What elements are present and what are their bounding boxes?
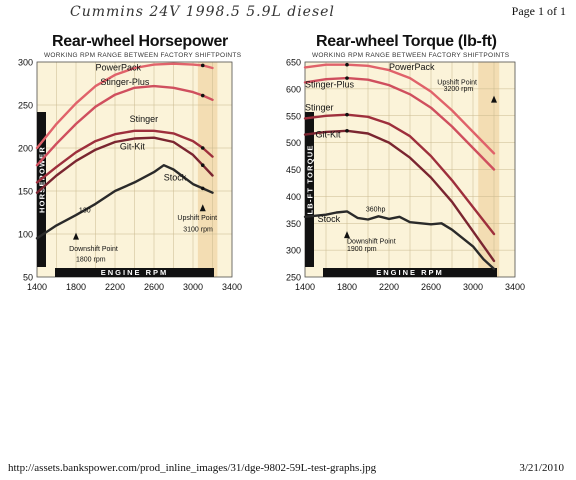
hp-ytick-label: 200: [18, 144, 33, 154]
hp-ytick-label: 100: [18, 230, 33, 240]
hp-series-stinger: [35, 129, 214, 184]
tq-series-label-stinger: Stinger: [305, 102, 334, 112]
tq-annotation: Downshift Point: [347, 239, 396, 246]
tq-ytick-label: 600: [286, 84, 301, 94]
torque-chart-subtitle: WORKING RPM RANGE BETWEEN FACTORY SHIFTP…: [312, 52, 510, 59]
tq-arrow-marker: [344, 231, 350, 239]
tq-ylabel: LB-FT TORQUE: [306, 144, 315, 214]
hp-ytick-label: 150: [18, 187, 33, 197]
tq-xtick-label: 1800: [337, 282, 357, 292]
tq-xtick-label: 3000: [463, 282, 483, 292]
hp-ytick-label: 50: [23, 273, 33, 283]
hp-shiftpoint-marker: [200, 93, 205, 98]
tq-series-stinger: [303, 113, 496, 236]
tq-xlabel: ENGINE RPM: [376, 268, 444, 277]
torque-chart-title: Rear-wheel Torque (lb-ft): [316, 33, 497, 50]
tq-annotation: 1900 rpm: [347, 246, 377, 253]
hp-shiftpoint-marker: [200, 163, 205, 167]
handwritten-note: Cummins 24V 1998.5 5.9L diesel: [70, 4, 335, 20]
tq-xtick-label: 2600: [421, 282, 441, 292]
tq-annotation: 360hp: [366, 206, 386, 213]
tq-series-label-stock: Stock: [318, 214, 341, 224]
tq-shiftpoint-marker: [345, 62, 349, 67]
hp-annotation: 130: [79, 208, 91, 215]
hp-ytick-label: 300: [18, 58, 33, 68]
tq-xtick-label: 2200: [379, 282, 399, 292]
hp-ytick-label: 250: [18, 101, 33, 111]
hp-xtick-label: 1800: [66, 282, 86, 292]
hp-series-label-stinger_plus: Stinger-Plus: [100, 77, 150, 87]
footer-date: 3/21/2010: [519, 462, 564, 474]
hp-series-label-powerpack: PowerPack: [96, 63, 142, 73]
hp-chart-subtitle: WORKING RPM RANGE BETWEEN FACTORY SHIFTP…: [44, 52, 242, 59]
hp-annotation: Downshift Point: [69, 246, 118, 253]
tq-series-label-powerpack: PowerPack: [389, 62, 435, 72]
tq-arrow-marker: [491, 95, 497, 103]
tq-ytick-label: 400: [286, 192, 301, 202]
footer-url: http://assets.bankspower.com/prod_inline…: [8, 462, 377, 474]
tq-series-label-stinger_plus: Stinger-Plus: [305, 79, 355, 89]
hp-arrow-marker: [73, 232, 79, 240]
hp-arrow-marker: [199, 204, 206, 212]
page-number: Page 1 of 1: [511, 4, 566, 18]
tq-ytick-label: 450: [286, 165, 301, 175]
hp-xlabel-bar: [55, 268, 214, 277]
hp-xtick-label: 3000: [183, 282, 203, 292]
tq-ytick-label: 300: [286, 246, 301, 256]
hp-chart-title: Rear-wheel Horsepower: [52, 33, 228, 50]
tq-shiftpoint-marker: [345, 112, 349, 117]
hp-annotation: 1800 rpm: [76, 257, 106, 264]
hp-series-stock: [35, 164, 214, 240]
hp-xtick-label: 1400: [27, 282, 47, 292]
hp-xlabel: ENGINE RPM: [101, 268, 169, 277]
hp-annotation: Upshift Point: [177, 215, 217, 222]
tq-series-powerpack: [303, 63, 496, 155]
tq-ylabel-bar: [305, 112, 314, 267]
hp-xtick-label: 3400: [222, 282, 242, 292]
tq-series-label-gitkit: Git-Kit: [316, 129, 342, 139]
hp-series-powerpack: [35, 62, 214, 150]
tq-ytick-label: 650: [286, 58, 301, 68]
tq-ytick-label: 550: [286, 111, 301, 121]
tq-xtick-label: 3400: [505, 282, 525, 292]
hp-xtick-label: 2200: [105, 282, 125, 292]
tq-annotation: Upshift Point: [437, 80, 477, 87]
hp-series-label-stinger: Stinger: [130, 114, 159, 124]
tq-shiftpoint-marker: [345, 76, 349, 80]
hp-series-label-stock: Stock: [164, 173, 187, 183]
tq-series-gitkit: [303, 129, 496, 263]
tq-series-stock: [303, 210, 496, 271]
tq-ytick-label: 250: [286, 273, 301, 283]
hp-series-label-gitkit: Git-Kit: [120, 142, 146, 152]
tq-xtick-label: 1400: [295, 282, 315, 292]
hp-xtick-label: 2600: [144, 282, 164, 292]
tq-shiftpoint-marker: [345, 129, 349, 133]
hp-shiftpoint-marker: [200, 63, 205, 68]
tq-ytick-label: 500: [286, 138, 301, 148]
hp-series-gitkit: [35, 136, 214, 194]
tq-annotation: 3200 rpm: [444, 86, 474, 93]
hp-series-stinger_plus: [35, 84, 214, 167]
hp-shiftpoint-marker: [200, 146, 205, 150]
tq-series-stinger_plus: [303, 76, 496, 171]
hp-shiftpoint-marker: [200, 186, 205, 191]
hp-annotation: 3100 rpm: [183, 226, 213, 233]
tq-xlabel-bar: [323, 268, 497, 277]
tq-ytick-label: 350: [286, 219, 301, 229]
